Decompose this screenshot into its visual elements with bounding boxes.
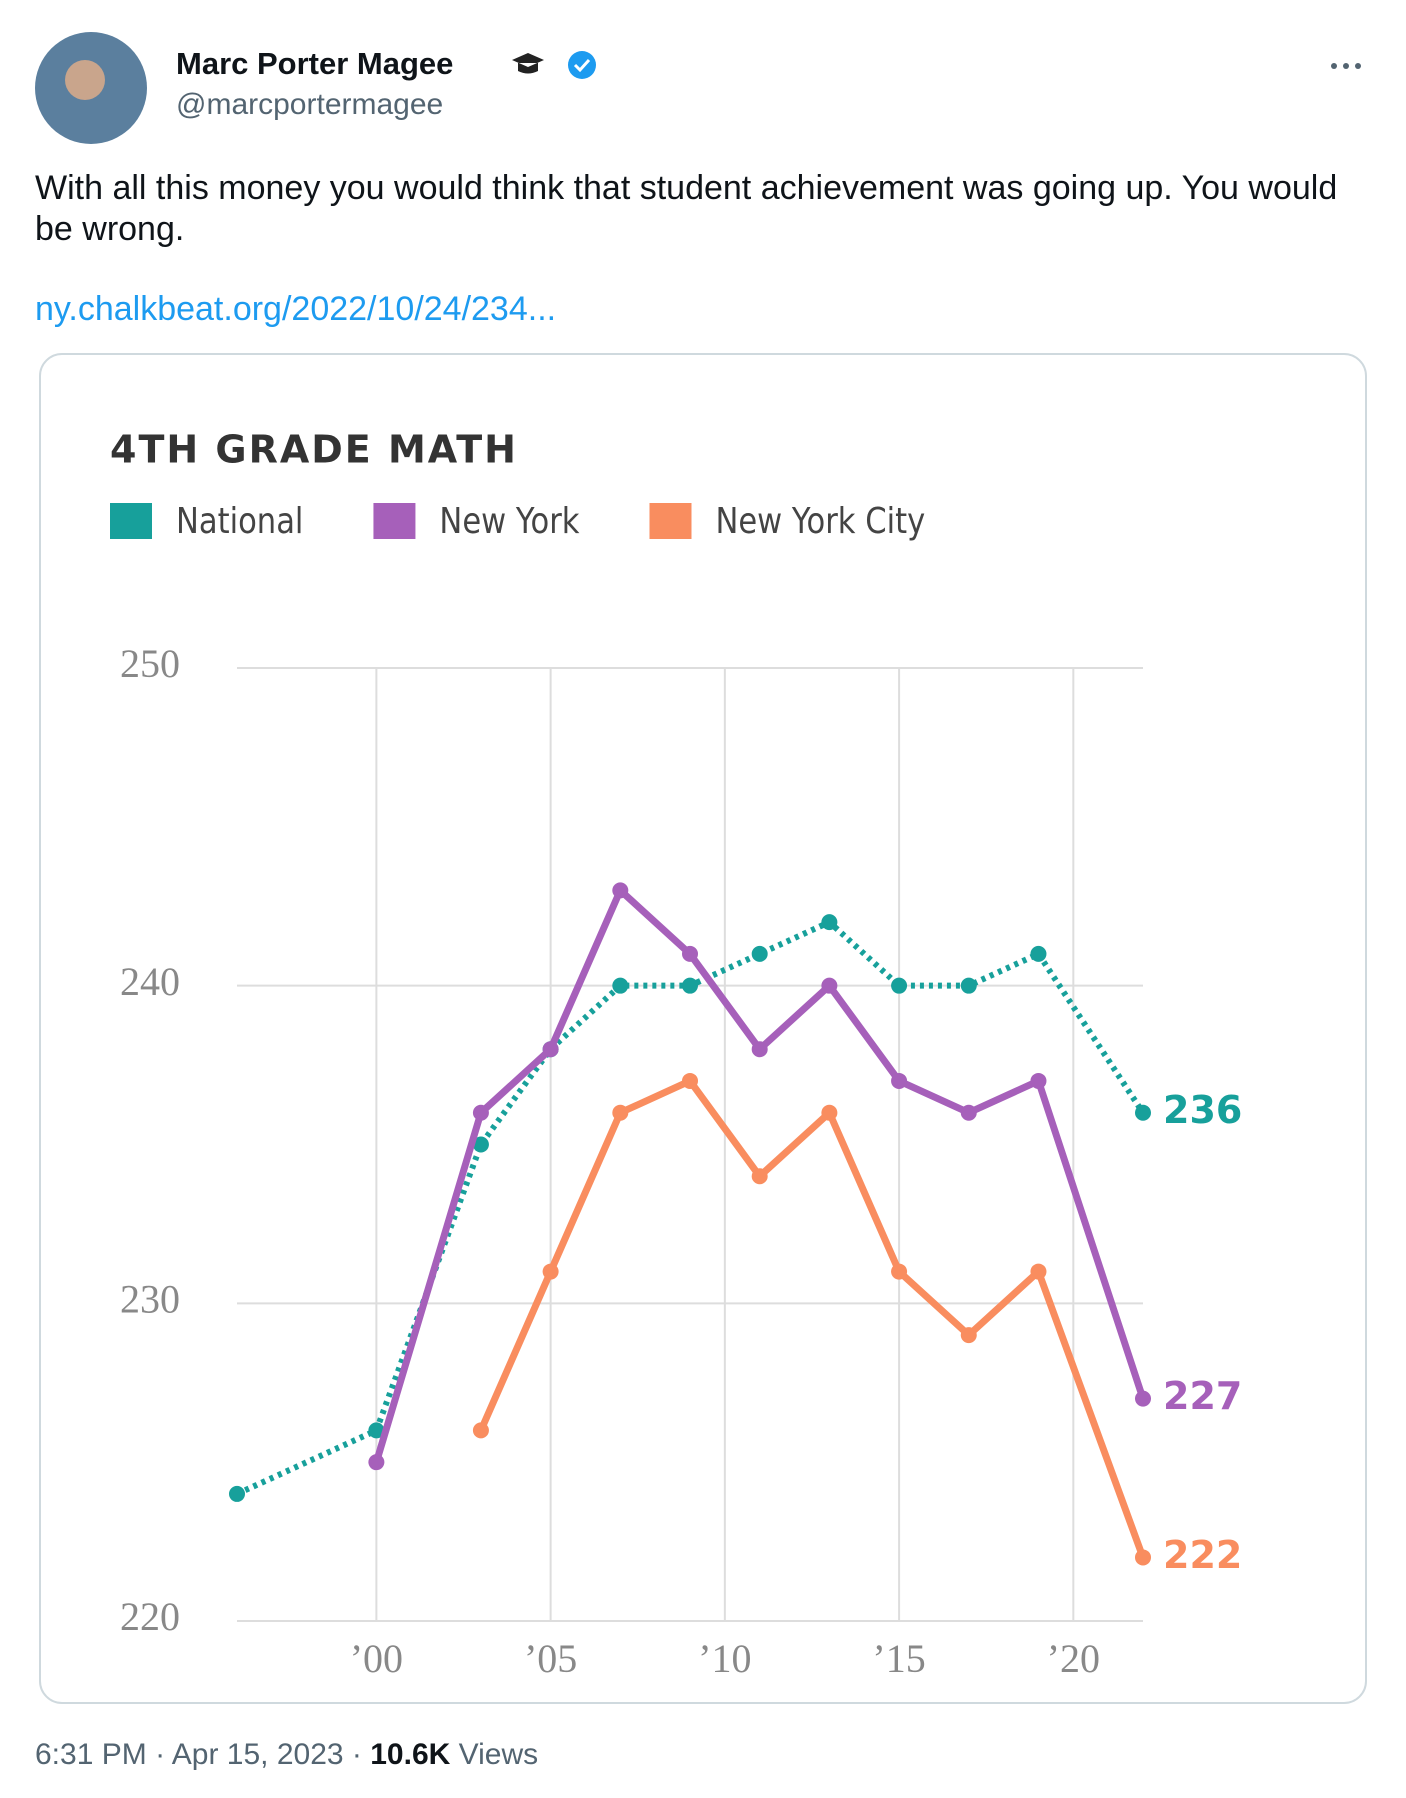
data-point <box>1135 1549 1151 1566</box>
data-point <box>472 1104 489 1121</box>
series-line <box>477 1077 1147 1559</box>
author-name[interactable]: Marc Porter Magee <box>176 46 454 81</box>
time[interactable]: 6:31 PM <box>35 1738 147 1771</box>
separator: · <box>155 1738 166 1771</box>
data-point <box>368 1454 385 1471</box>
data-point <box>542 1263 559 1280</box>
data-point <box>472 1422 489 1439</box>
cap-emoji <box>512 53 544 74</box>
legend-swatch <box>373 503 416 539</box>
date[interactable]: Apr 15, 2023 <box>171 1738 344 1771</box>
data-point <box>960 1104 977 1121</box>
x-tick-label: ’00 <box>350 1636 403 1681</box>
chart: National New York New York City 220 230 240 25… <box>110 500 1242 1681</box>
legend-label: New York <box>439 500 580 542</box>
legend-swatch <box>649 503 692 539</box>
chart-title: 4TH GRADE MATH <box>110 428 518 472</box>
data-point <box>1030 1072 1047 1089</box>
x-tick-label: ’10 <box>698 1636 751 1681</box>
separator: · <box>351 1738 362 1771</box>
y-tick-label: 220 <box>120 1594 180 1639</box>
x-tick-label: ’15 <box>872 1636 925 1681</box>
media-card[interactable] <box>39 353 1367 1704</box>
more-menu[interactable] <box>1331 63 1361 69</box>
verified-badge <box>568 51 596 79</box>
data-point <box>960 1327 977 1344</box>
data-point <box>821 977 838 994</box>
data-point <box>612 977 629 994</box>
data-point <box>612 1104 629 1121</box>
data-point <box>612 882 629 899</box>
data-point <box>751 945 768 962</box>
data-point <box>368 1422 385 1439</box>
y-tick-label: 240 <box>120 959 180 1004</box>
end-value-label: 236 <box>1163 1088 1242 1132</box>
legend-label: National <box>176 500 303 542</box>
legend-label: New York City <box>715 500 925 542</box>
data-point <box>682 977 698 994</box>
x-tick-label: ’20 <box>1047 1636 1100 1681</box>
tweet-link[interactable]: ny.chalkbeat.org/2022/10/24/234... <box>35 290 557 328</box>
data-point <box>751 1041 768 1058</box>
end-value-label: 227 <box>1163 1374 1242 1418</box>
y-tick-label: 250 <box>120 641 180 686</box>
legend-swatch <box>110 503 152 539</box>
data-point <box>891 1072 908 1089</box>
data-point <box>229 1485 245 1502</box>
data-point <box>1135 1390 1151 1407</box>
data-point <box>751 1168 768 1185</box>
data-point <box>1135 1104 1151 1121</box>
data-point <box>1030 1263 1047 1280</box>
data-point <box>821 1104 838 1121</box>
data-point <box>682 1072 698 1089</box>
author-handle[interactable]: @marcportermagee <box>176 88 444 121</box>
views-label: Views <box>458 1738 539 1771</box>
view-count: 10.6K <box>370 1738 451 1771</box>
data-point <box>542 1041 559 1058</box>
data-point <box>891 977 908 994</box>
series-line <box>235 919 1146 1497</box>
data-point <box>891 1263 908 1280</box>
avatar-face <box>65 60 105 100</box>
tweet-footer: 6:31 PM · Apr 15, 2023 · 10.6K Views <box>35 1738 538 1772</box>
data-point <box>821 914 838 931</box>
data-point <box>1030 945 1047 962</box>
y-tick-label: 230 <box>120 1277 180 1322</box>
tweet-text: With all this money you would think that… <box>35 169 1338 248</box>
end-value-label: 222 <box>1163 1533 1242 1577</box>
x-tick-label: ’05 <box>524 1636 577 1681</box>
verified-check <box>573 58 591 73</box>
data-point <box>682 945 698 962</box>
data-point <box>960 977 977 994</box>
data-point <box>472 1136 489 1153</box>
